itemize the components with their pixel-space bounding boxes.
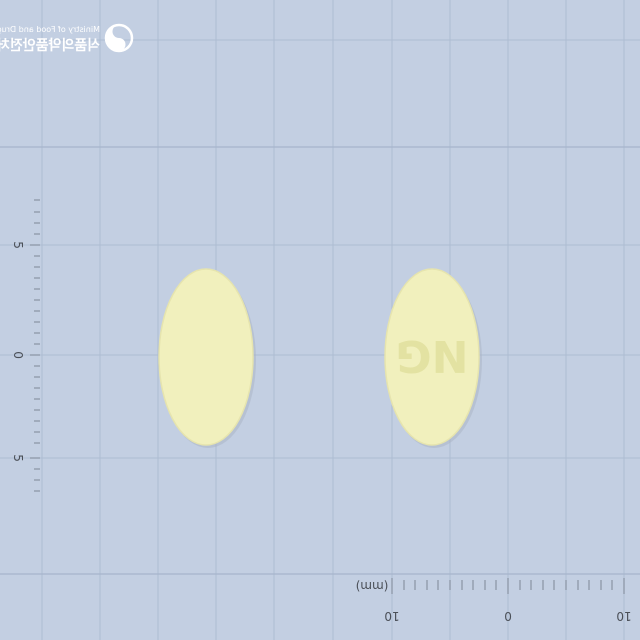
right-pill xyxy=(384,268,480,446)
agency-name-korean: 식품의약품안전처 xyxy=(0,37,100,54)
vertical-ruler: 5 0 5 xyxy=(11,199,40,492)
agency-logo: Ministry of Food and Drug Safety 식품의약품안전… xyxy=(0,23,134,54)
vertical-ruler-label-top: 5 xyxy=(11,241,25,249)
vertical-ruler-label-middle: 0 xyxy=(11,351,25,359)
horizontal-ruler-label-left: 10 xyxy=(384,609,399,623)
agency-emblem-icon xyxy=(104,23,134,53)
horizontal-ruler-label-center: 0 xyxy=(504,609,512,623)
agency-name-english: Ministry of Food and Drug Safety xyxy=(0,25,100,34)
horizontal-ruler-label-right: 10 xyxy=(616,609,631,623)
right-pill-imprint: NG xyxy=(396,330,469,381)
left-pill xyxy=(158,268,254,446)
horizontal-ruler: (mm) 10 0 10 xyxy=(356,578,632,623)
vertical-ruler-label-bottom: 5 xyxy=(11,454,25,462)
horizontal-ruler-unit: (mm) xyxy=(356,579,389,593)
